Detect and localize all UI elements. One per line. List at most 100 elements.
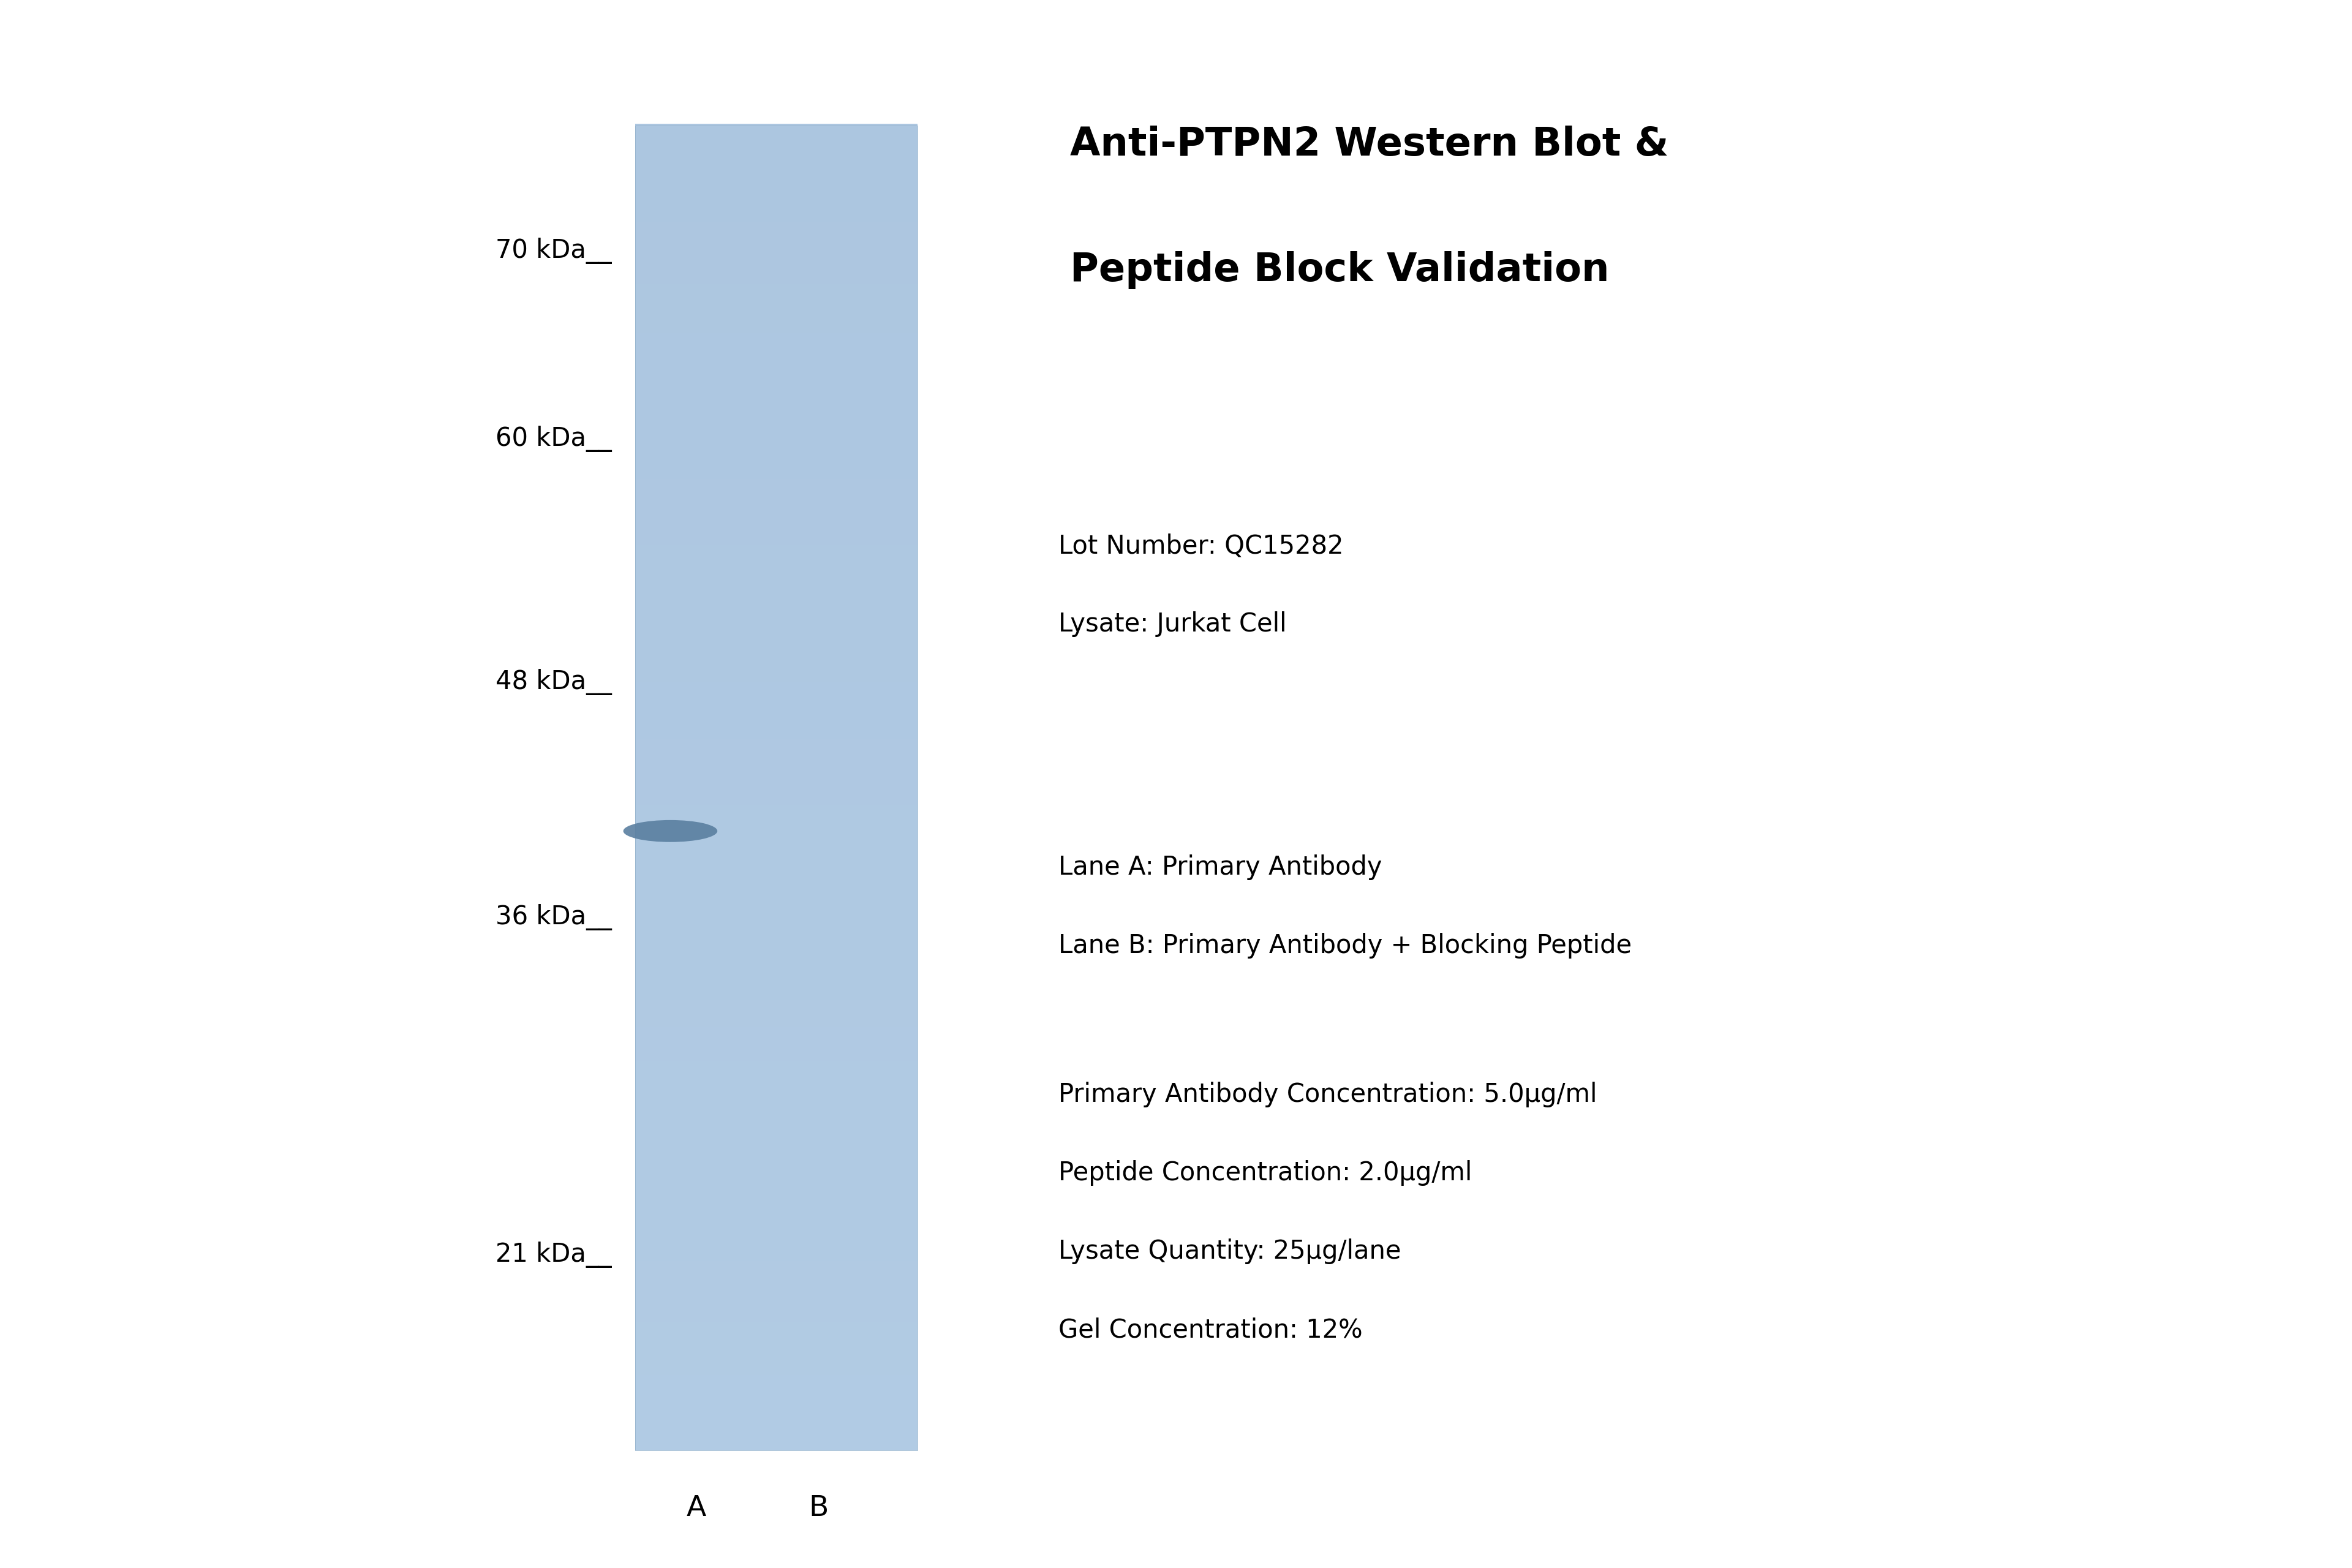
Bar [635, 1201, 917, 1207]
Bar [635, 610, 917, 616]
Bar [635, 425, 917, 430]
Bar [635, 406, 917, 412]
Bar [635, 318, 917, 325]
Bar [635, 1077, 917, 1083]
Bar [635, 172, 917, 179]
Bar [635, 314, 917, 320]
Bar [635, 160, 917, 165]
Bar [635, 1308, 917, 1314]
Bar [635, 1126, 917, 1132]
Text: Lysate: Jurkat Cell: Lysate: Jurkat Cell [1058, 612, 1287, 637]
Bar [635, 615, 917, 619]
Bar [635, 955, 917, 960]
Bar [635, 972, 917, 978]
Bar [635, 1171, 917, 1176]
Bar [635, 309, 917, 315]
Bar [635, 1352, 917, 1358]
Bar [635, 729, 917, 735]
Bar [635, 464, 917, 470]
Bar [635, 442, 917, 448]
Text: Peptide Block Validation: Peptide Block Validation [1070, 251, 1609, 289]
Bar [635, 394, 917, 400]
Bar [635, 1033, 917, 1040]
Bar [635, 681, 917, 687]
Bar [635, 817, 917, 823]
Bar [635, 839, 917, 845]
Bar [635, 521, 917, 527]
Bar [635, 751, 917, 757]
Bar [635, 1145, 917, 1149]
Bar [635, 212, 917, 218]
Bar [635, 437, 917, 444]
Bar [635, 141, 917, 147]
Bar [635, 517, 917, 522]
Bar [635, 826, 917, 833]
Bar [635, 1135, 917, 1142]
Bar [635, 367, 917, 373]
Bar [635, 1004, 917, 1008]
Bar [635, 270, 917, 276]
Text: A: A [687, 1494, 706, 1523]
Bar [635, 897, 917, 903]
Bar [635, 702, 917, 709]
Bar [635, 958, 917, 964]
Bar [635, 216, 917, 223]
Bar [635, 690, 917, 695]
Bar [635, 1065, 917, 1071]
Bar [635, 622, 917, 629]
Bar [635, 561, 917, 568]
Bar [635, 292, 917, 298]
Bar [635, 583, 917, 590]
Bar [635, 1444, 917, 1450]
Bar [635, 1298, 917, 1305]
Bar [635, 671, 917, 677]
Text: 48 kDa__: 48 kDa__ [496, 670, 612, 695]
Bar [635, 499, 917, 505]
Bar [635, 1074, 917, 1079]
Bar [635, 1029, 917, 1035]
Bar [635, 296, 917, 303]
Bar [635, 574, 917, 580]
Bar [635, 535, 917, 541]
Bar [635, 525, 917, 532]
Bar [635, 579, 917, 585]
Bar [635, 822, 917, 828]
Bar [635, 177, 917, 183]
Text: Lysate Quantity: 25μg/lane: Lysate Quantity: 25μg/lane [1058, 1239, 1402, 1264]
Bar [635, 1113, 917, 1120]
Bar [635, 416, 917, 422]
Bar [635, 1290, 917, 1295]
Bar [635, 928, 917, 933]
Bar [635, 226, 917, 232]
Bar [635, 1184, 917, 1190]
Bar [635, 481, 917, 488]
Bar [635, 1259, 917, 1265]
Bar [635, 870, 917, 877]
Bar [635, 601, 917, 607]
Bar [635, 336, 917, 342]
Bar [635, 605, 917, 612]
Bar [635, 1206, 917, 1212]
Bar [635, 433, 917, 439]
Bar [635, 146, 917, 152]
Bar [635, 1269, 917, 1273]
Bar [635, 552, 917, 558]
Bar [635, 248, 917, 254]
Bar [635, 323, 917, 329]
Bar [635, 279, 917, 284]
Bar [635, 1281, 917, 1287]
Bar [635, 809, 917, 814]
Bar [635, 544, 917, 549]
Bar [635, 503, 917, 510]
Bar [635, 389, 917, 395]
Bar [635, 1118, 917, 1124]
Bar [635, 666, 917, 673]
Bar [635, 557, 917, 563]
Bar [635, 844, 917, 850]
Bar [635, 328, 917, 332]
Bar [635, 1250, 917, 1256]
Bar [635, 1148, 917, 1154]
Bar [635, 238, 917, 245]
Bar [635, 209, 917, 213]
Bar [635, 230, 917, 235]
